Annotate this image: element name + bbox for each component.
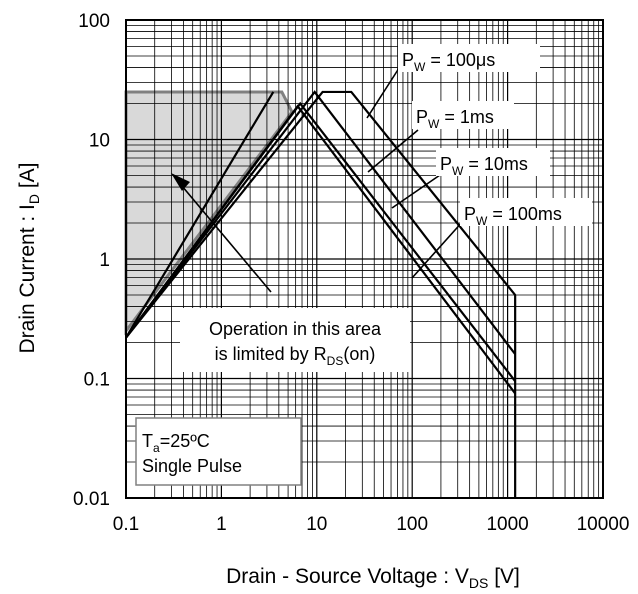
region-note-line1: Operation in this area — [209, 319, 382, 339]
x-tick-labels: 0.1 1 10 100 1000 10000 — [113, 514, 630, 535]
y-tick-label: 0.1 — [84, 370, 110, 391]
label-bg-100us — [398, 44, 540, 72]
soa-curve-1 — [125, 90, 517, 498]
y-tick-label: 100 — [78, 11, 110, 32]
label-pw-1ms: PW = 1ms — [416, 107, 494, 131]
leader-100us — [366, 64, 402, 119]
label-pw-10ms: PW = 10ms — [440, 154, 528, 178]
y-tick-label: 0.01 — [73, 489, 110, 510]
x-tick-label: 100 — [396, 514, 428, 535]
label-bg-10ms — [436, 148, 550, 176]
region-note-line2: is limited by RDS(on) — [215, 344, 376, 368]
y-tick-labels: 0.01 0.1 1 10 100 — [73, 11, 110, 510]
conditions-box — [135, 417, 302, 486]
y-tick-label: 10 — [89, 131, 110, 152]
region-note-bg — [180, 308, 410, 372]
x-tick-label: 1000 — [486, 514, 528, 535]
x-axis-title: Drain - Source Voltage : VDS [V] — [226, 565, 520, 591]
leader-10ms — [391, 174, 441, 209]
conditions-line1: Ta=25ºC — [142, 431, 210, 455]
y-tick-label: 1 — [99, 250, 110, 271]
soa-curve-4 — [125, 104, 517, 395]
annotation-leaders — [181, 64, 465, 293]
soa-curve-5 — [125, 91, 275, 339]
label-pw-100us: PW = 100μs — [402, 50, 495, 74]
region-arrow — [181, 185, 272, 293]
leader-100ms — [411, 219, 465, 279]
soa-curves — [125, 90, 517, 498]
x-tick-label: 0.1 — [113, 514, 139, 535]
label-pw-100ms: PW = 100ms — [464, 204, 562, 228]
x-tick-label: 1 — [216, 514, 227, 535]
label-bg-100ms — [460, 198, 592, 226]
leader-1ms — [367, 129, 419, 173]
y-axis-title: Drain Current : ID [A] — [16, 162, 42, 353]
label-bg-1ms — [412, 101, 514, 129]
x-tick-label: 10000 — [577, 514, 630, 535]
soa-curve-2 — [125, 90, 517, 355]
plot-frame — [125, 19, 604, 499]
x-tick-label: 10 — [306, 514, 327, 535]
region-arrow-head — [171, 173, 190, 191]
conditions-line2: Single Pulse — [142, 456, 242, 476]
